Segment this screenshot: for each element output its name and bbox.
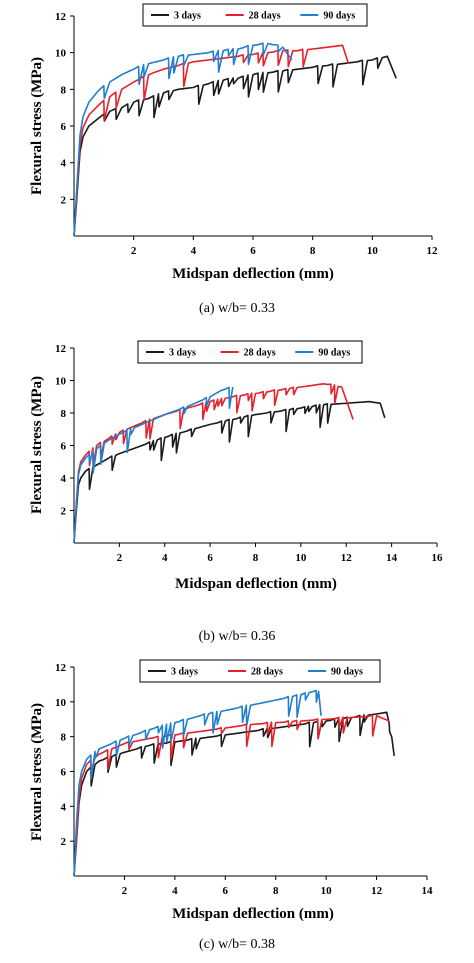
panel-a: (a) w/b= 0.33 Midspan deflection (mm) Fl… — [29, 3, 439, 316]
series-28-days-line — [73, 383, 354, 544]
y-tick-label: 8 — [61, 84, 67, 96]
legend-label-series-90-days: 90 days — [323, 11, 355, 22]
panel-a-caption: (a) w/b= 0.33 — [199, 301, 275, 316]
panel-c: (c) w/b= 0.38 Midspan deflection (mm) Fl… — [29, 659, 434, 952]
series-3-days-line — [73, 711, 395, 877]
panel-c-y-axis-label: Flexural stress (MPa) — [29, 703, 45, 841]
y-tick-label: 12 — [55, 11, 67, 23]
x-tick-label: 10 — [321, 885, 333, 897]
y-tick-label: 6 — [61, 441, 67, 453]
x-tick-label: 14 — [386, 552, 398, 564]
y-tick-label: 6 — [61, 121, 67, 133]
panel-a-x-axis-label: Midspan deflection (mm) — [172, 266, 334, 282]
legend-label-series-90-days: 90 days — [331, 667, 363, 678]
x-tick-label: 8 — [273, 885, 279, 897]
legend-box — [139, 659, 381, 683]
series-28-days-line — [73, 44, 350, 237]
series-3-days-line — [73, 400, 386, 544]
panel-a-y-axis-label: Flexural stress (MPa) — [29, 57, 45, 195]
y-tick-label: 10 — [55, 376, 67, 388]
panel-b-caption: (b) w/b= 0.36 — [199, 629, 276, 644]
y-tick-label: 4 — [61, 473, 67, 485]
x-tick-label: 4 — [191, 245, 197, 257]
series-28-days-line — [73, 714, 390, 877]
y-tick-label: 10 — [55, 697, 67, 709]
panel-c-x-axis-label: Midspan deflection (mm) — [172, 906, 334, 922]
series-3-days-line — [73, 55, 397, 237]
legend-box — [142, 3, 368, 27]
y-tick-label: 8 — [61, 732, 67, 744]
x-tick-label: 10 — [367, 245, 379, 257]
y-tick-label: 2 — [61, 194, 67, 206]
legend-label-series-3-days: 3 days — [169, 348, 196, 359]
y-tick-label: 10 — [55, 48, 67, 60]
panel-b-x-axis-label: Midspan deflection (mm) — [175, 576, 337, 592]
x-tick-label: 12 — [371, 885, 383, 897]
series-90-days-line — [73, 386, 234, 544]
legend-label-series-3-days: 3 days — [171, 667, 198, 678]
x-tick-label: 6 — [207, 552, 213, 564]
y-tick-label: 4 — [61, 158, 67, 170]
panel-b-y-axis-label: Flexural stress (MPa) — [29, 376, 45, 514]
legend-label-series-90-days: 90 days — [318, 348, 350, 359]
x-tick-label: 16 — [432, 552, 444, 564]
x-tick-label: 8 — [253, 552, 259, 564]
x-tick-label: 2 — [122, 885, 128, 897]
x-tick-label: 8 — [310, 245, 316, 257]
y-tick-label: 8 — [61, 408, 67, 420]
x-tick-label: 4 — [162, 552, 168, 564]
y-tick-label: 12 — [55, 662, 67, 674]
x-tick-label: 6 — [223, 885, 229, 897]
series-90-days-line — [73, 689, 322, 877]
x-tick-label: 12 — [341, 552, 353, 564]
legend-label-series-28-days: 28 days — [244, 348, 276, 359]
x-tick-label: 4 — [172, 885, 178, 897]
y-tick-label: 6 — [61, 767, 67, 779]
x-tick-label: 14 — [422, 885, 434, 897]
y-tick-label: 4 — [61, 801, 67, 813]
x-tick-label: 12 — [427, 245, 439, 257]
legend-label-series-28-days: 28 days — [249, 11, 281, 22]
y-tick-label: 12 — [55, 343, 67, 355]
legend-label-series-3-days: 3 days — [174, 11, 201, 22]
x-tick-label: 2 — [131, 245, 137, 257]
panel-c-caption: (c) w/b= 0.38 — [199, 937, 275, 952]
panel-b: (b) w/b= 0.36 Midspan deflection (mm) Fl… — [29, 340, 444, 644]
y-tick-label: 2 — [61, 506, 67, 518]
x-tick-label: 10 — [295, 552, 307, 564]
legend-box — [137, 340, 363, 364]
series-90-days-line — [73, 42, 293, 237]
y-tick-label: 2 — [61, 836, 67, 848]
x-tick-label: 2 — [117, 552, 123, 564]
legend-label-series-28-days: 28 days — [251, 667, 283, 678]
x-tick-label: 6 — [250, 245, 256, 257]
